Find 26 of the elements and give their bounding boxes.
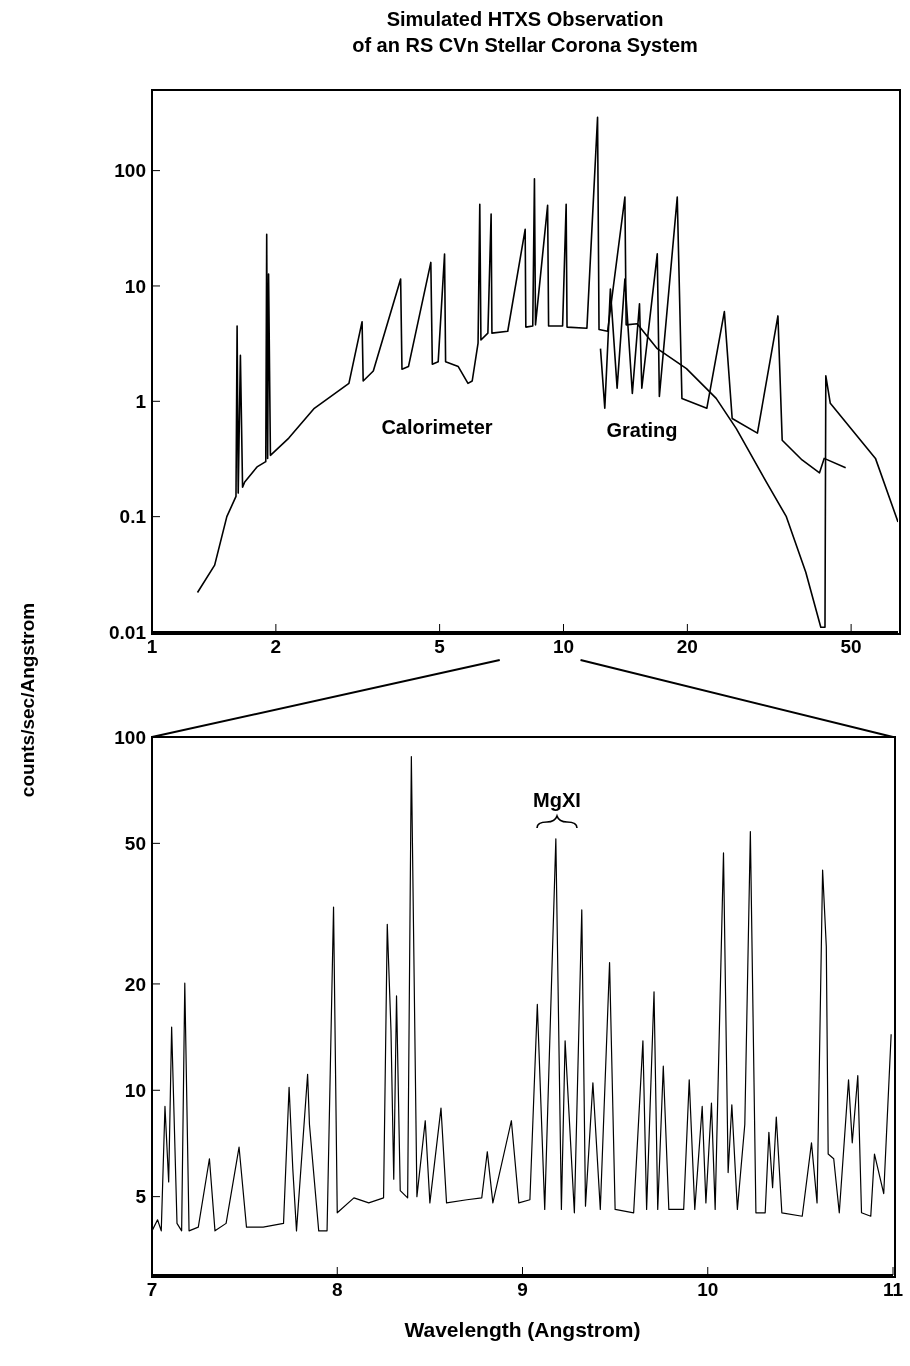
y-tick-label: 10 (124, 1080, 146, 1102)
y-tick-label: 100 (114, 726, 146, 748)
chart-title: Simulated HTXS Observation of an RS CVn Stellar Corona System (351, 7, 699, 58)
y-tick-label: 10 (124, 275, 146, 297)
x-tick-label: 11 (882, 1279, 904, 1301)
x-tick-label: 7 (146, 1279, 158, 1301)
x-tick-label: 10 (697, 1279, 719, 1301)
x-axis-title: Wavelength (Angstrom) (403, 1318, 642, 1342)
x-tick-label: 9 (517, 1279, 528, 1301)
y-tick-label: 100 (114, 160, 146, 182)
annotation: Grating (605, 418, 679, 443)
x-tick-label: 5 (434, 636, 446, 658)
y-tick-label: 20 (124, 973, 146, 995)
y-tick-label: 0.1 (119, 506, 147, 528)
x-tick-label: 8 (331, 1279, 343, 1301)
y-axis-title: counts/sec/Angstrom (17, 602, 39, 798)
x-tick-label: 20 (676, 636, 698, 658)
y-tick-label: 1 (135, 391, 147, 413)
y-tick-label: 5 (135, 1186, 147, 1208)
x-tick-label: 10 (552, 636, 575, 658)
x-tick-label: 2 (270, 636, 282, 658)
annotation: Calorimeter (380, 415, 494, 440)
annotation: MgXI (532, 788, 582, 813)
y-tick-label: 0.01 (109, 621, 147, 643)
x-tick-label: 50 (840, 636, 862, 658)
y-tick-label: 50 (124, 833, 146, 855)
